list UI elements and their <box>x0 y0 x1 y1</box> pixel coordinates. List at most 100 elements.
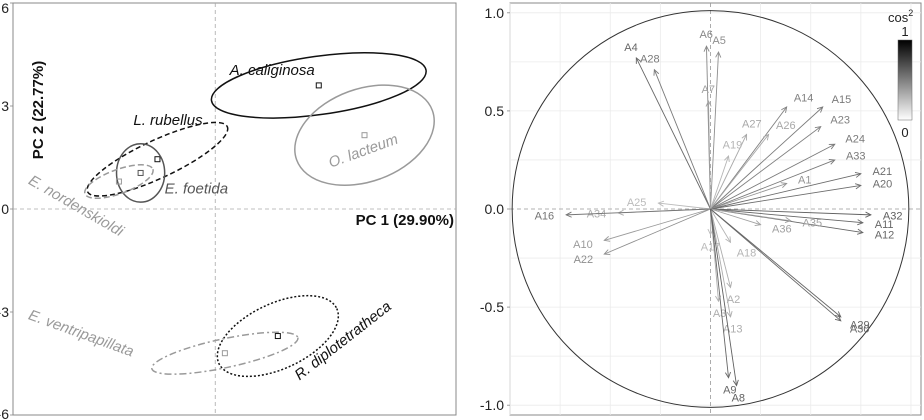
legend-color-bar <box>897 39 913 121</box>
group-ellipse <box>294 84 435 187</box>
vector-line <box>604 208 711 255</box>
vector-label: A29 <box>850 320 870 332</box>
legend-title-base: cos <box>888 10 909 25</box>
group-centroid-marker <box>115 178 122 185</box>
vector-label: A15 <box>832 94 852 106</box>
vector-line <box>710 185 861 210</box>
right-y-tick-label: -1.0 <box>480 397 504 413</box>
vector-label: A33 <box>846 151 866 163</box>
vector-a20: A20 <box>710 179 892 210</box>
vector-arrowhead <box>732 379 739 387</box>
vector-a26: A26 <box>710 120 796 210</box>
vector-label: A1 <box>798 175 811 187</box>
left-y-tick-label: 0 <box>1 201 9 217</box>
right-y-tick-labels: 1.0 0.5 0.0 -0.5 -1.0 <box>480 5 510 413</box>
vector-label: A4 <box>624 42 637 54</box>
group-ellipse <box>86 121 229 197</box>
vector-arrowhead <box>856 228 864 235</box>
vector-label: A7 <box>702 84 715 96</box>
group-centroid-marker <box>315 82 322 89</box>
vector-line <box>710 134 769 210</box>
right-y-tick-label: 0.5 <box>485 103 505 119</box>
vector-arrowhead <box>726 310 733 318</box>
correlation-circle <box>511 10 910 408</box>
vector-a10: A10 <box>573 208 711 251</box>
vector-a27: A27 <box>710 119 762 210</box>
vector-label: A34 <box>587 208 607 220</box>
group-centroid-marker <box>154 156 161 163</box>
vector-arrowhead <box>603 236 611 242</box>
vector-line <box>710 134 747 210</box>
vector-a28: A28 <box>640 54 711 210</box>
vector-arrowhead <box>834 311 842 318</box>
x-axis-label: PC 1 (29.90%) <box>356 212 454 229</box>
group-label: E. foetida <box>165 181 228 198</box>
vector-a33: A33 <box>710 151 866 210</box>
vector-a36: A36 <box>710 208 792 235</box>
group-l-rubellus: L. rubellus <box>86 112 229 197</box>
vector-label: A22 <box>574 254 594 266</box>
left-y-tick-label: 3 <box>1 98 9 114</box>
vector-line <box>710 208 863 224</box>
left-y-tick-label: -6 <box>0 406 9 420</box>
cos2-legend: cos2 1 0 <box>888 8 913 140</box>
vector-arrowhead <box>865 211 872 218</box>
group-centroid-marker <box>274 333 281 340</box>
vector-line <box>710 208 731 288</box>
vector-a11: A11 <box>710 208 894 231</box>
group-ellipse <box>84 164 154 200</box>
vector-a21: A21 <box>710 166 893 210</box>
group-label: A. caliginosa <box>229 62 315 79</box>
legend-min-label: 0 <box>901 125 908 140</box>
vector-label: A21 <box>873 166 893 178</box>
vector-label: A28 <box>640 54 660 66</box>
vector-line <box>710 173 861 210</box>
group-label: L. rubellus <box>133 112 203 129</box>
vector-line <box>708 101 711 210</box>
vector-arrowhead <box>754 220 762 227</box>
vector-arrowhead <box>780 182 788 189</box>
vector-label: A16 <box>535 210 555 222</box>
group-ellipse <box>210 52 427 119</box>
vector-arrowhead <box>741 133 748 141</box>
vector-a22: A22 <box>574 208 711 266</box>
vector-label: A14 <box>794 92 814 104</box>
vector-label: A6 <box>699 29 712 41</box>
vector-line <box>710 208 871 216</box>
vector-line <box>658 202 711 210</box>
group-e-foetida: E. foetida <box>115 143 228 203</box>
group-ellipse <box>216 294 340 378</box>
vector-arrowhead <box>834 315 842 322</box>
vector-label: A30 <box>850 324 870 336</box>
vector-line <box>710 106 824 210</box>
vector-label: A2 <box>727 294 740 306</box>
vector-line <box>710 143 835 210</box>
vector-a4: A4 <box>624 42 711 210</box>
vector-line <box>710 159 835 210</box>
legend-max-label: 1 <box>901 24 908 39</box>
vector-arrowhead <box>763 133 770 141</box>
vector-arrowhead <box>705 100 712 107</box>
legend-title-superscript: 2 <box>908 8 913 18</box>
left-y-tick-labels: 6 3 0 -3 -6 <box>0 0 13 420</box>
vector-line <box>710 208 731 317</box>
vector-a32: A32 <box>710 208 903 222</box>
vector-label: A27 <box>742 119 762 131</box>
vector-label: A5 <box>712 35 725 47</box>
vector-line <box>710 183 787 210</box>
vector-label: A25 <box>627 197 647 209</box>
y-axis-label: PC 2 (22.77%) <box>30 61 47 159</box>
vector-a5: A5 <box>710 35 726 210</box>
vector-line <box>604 208 711 241</box>
vector-a35: A35 <box>710 208 823 230</box>
vector-label: A32 <box>883 210 903 222</box>
vector-label: A35 <box>803 218 823 230</box>
vector-arrowhead <box>723 155 730 163</box>
vector-arrowhead <box>653 68 660 76</box>
vector-arrowhead <box>565 211 572 218</box>
vector-a1: A1 <box>710 175 812 210</box>
vector-label: A8 <box>732 392 745 404</box>
vector-a9: A9 <box>710 208 737 397</box>
left-y-tick-label: 6 <box>1 0 9 16</box>
vector-label: A36 <box>772 223 792 235</box>
